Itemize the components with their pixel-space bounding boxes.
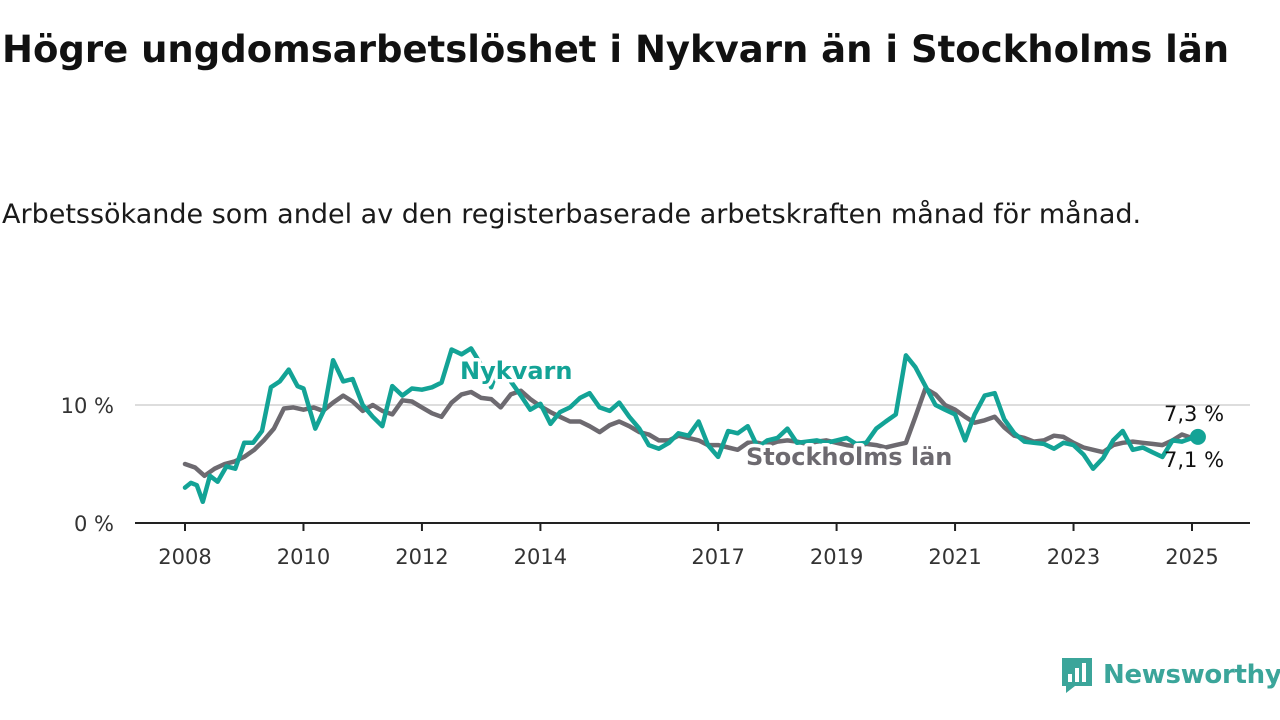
x-tick-label: 2025 xyxy=(1165,545,1218,569)
nykvarn-end-marker xyxy=(1189,428,1206,445)
x-tick-label: 2008 xyxy=(158,545,211,569)
series-label-stockholms-lan: Stockholms län xyxy=(746,443,952,471)
x-tick-label: 2017 xyxy=(691,545,744,569)
chart-title: Högre ungdomsarbetslöshet i Nykvarn än i… xyxy=(2,28,1230,71)
x-tick-label: 2021 xyxy=(928,545,981,569)
line-chart: 0 % 10 % 2008 2010 2012 2014 2017 2019 2021 2023… xyxy=(61,346,1250,569)
stockholms-lan-end-label: 7,1 % xyxy=(1164,448,1224,472)
y-tick-label: 10 % xyxy=(61,394,114,418)
x-tick-label: 2012 xyxy=(395,545,448,569)
series-label-stockholms-lan-halo: Stockholms län xyxy=(746,443,952,471)
x-tick-label: 2023 xyxy=(1047,545,1100,569)
x-tick-label: 2010 xyxy=(277,545,330,569)
nykvarn-end-label: 7,3 % xyxy=(1164,402,1224,426)
newsworthy-brand: Newsworthy xyxy=(1060,654,1280,696)
x-tick-label: 2019 xyxy=(810,545,863,569)
series-label-nykvarn-halo: Nykvarn xyxy=(460,357,572,385)
series-label-nykvarn: Nykvarn xyxy=(460,357,572,385)
x-tick-label: 2014 xyxy=(514,545,567,569)
brand-name: Newsworthy xyxy=(1103,660,1280,690)
y-axis-ticks: 0 % 10 % xyxy=(61,394,114,536)
x-axis-ticks: 2008 2010 2012 2014 2017 2019 2021 2023 2025 xyxy=(158,523,1219,569)
series-lines xyxy=(182,346,1201,505)
chart-subtitle: Arbetssökande som andel av den registerb… xyxy=(2,199,1142,230)
series-line-nykvarn xyxy=(182,346,1201,505)
y-tick-label: 0 % xyxy=(74,512,114,536)
newsworthy-logo-icon xyxy=(1062,658,1092,693)
